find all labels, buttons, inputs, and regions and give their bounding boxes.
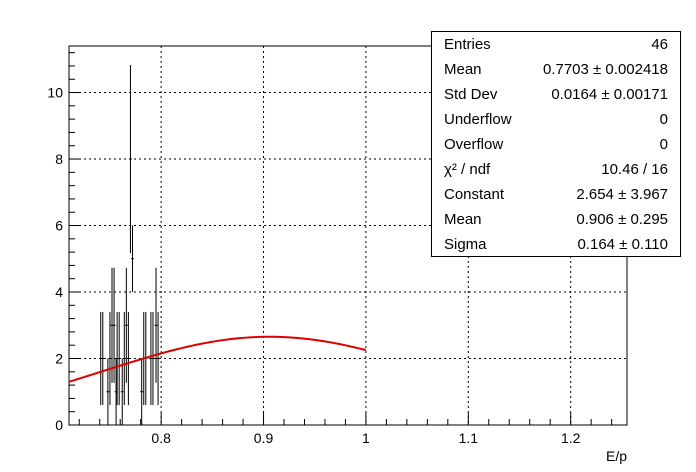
stat-label: Mean — [444, 211, 482, 228]
stat-row: Underflow 0 — [432, 108, 680, 133]
y-tick-label: 10 — [47, 85, 63, 101]
data-points — [99, 64, 160, 425]
stat-label: Std Dev — [444, 86, 498, 103]
stat-row: Sigma 0.164 ± 0.110 — [432, 233, 680, 258]
stats-box: Entries 46 Mean 0.7703 ± 0.002418 Std Dev 0.0… — [431, 31, 681, 257]
stat-value: 0.164 ± 0.110 — [577, 236, 668, 253]
y-tick-label: 4 — [55, 284, 63, 300]
data-point — [101, 311, 105, 406]
data-point — [126, 311, 130, 406]
stat-row: Overflow 0 — [432, 133, 680, 158]
stat-label: Overflow — [444, 136, 504, 153]
stat-label: χ² / ndf — [444, 161, 491, 178]
data-point — [140, 358, 144, 425]
data-point — [156, 311, 160, 406]
x-tick-label: 1 — [362, 430, 370, 446]
stat-value: 0 — [659, 111, 668, 128]
stat-value: 0.906 ± 0.295 — [576, 211, 668, 228]
stat-label: Underflow — [444, 111, 512, 128]
data-point — [154, 267, 158, 383]
stat-value: 0 — [659, 136, 668, 153]
x-axis-label: E/p — [606, 448, 627, 464]
fit-curve — [68, 335, 367, 383]
stat-row: Constant 2.654 ± 3.967 — [432, 183, 680, 208]
stat-row: Mean 0.906 ± 0.295 — [432, 208, 680, 233]
stat-row: Entries 46 — [432, 33, 680, 58]
y-tick-label: 2 — [55, 351, 63, 367]
stat-label: Mean — [444, 61, 482, 78]
y-tick-label: 0 — [55, 417, 63, 433]
axes: 0.8 0.9 1 1.1 1.2 0 2 4 6 8 10 — [47, 45, 628, 446]
data-point — [124, 267, 128, 383]
data-point — [122, 311, 126, 406]
stat-value: 10.46 / 16 — [601, 161, 668, 178]
x-tick-label: 1.1 — [459, 430, 479, 446]
stat-label: Sigma — [444, 236, 487, 253]
x-tick-label: 0.9 — [254, 430, 274, 446]
data-point — [112, 267, 116, 383]
x-tick-label: 0.8 — [151, 430, 171, 446]
y-tick-label: 8 — [55, 151, 63, 167]
stat-label: Constant — [444, 186, 505, 203]
data-point — [130, 225, 134, 293]
stat-row: Std Dev 0.0164 ± 0.00171 — [432, 83, 680, 108]
stat-value: 46 — [651, 36, 668, 53]
data-point — [151, 311, 155, 406]
y-tick-label: 6 — [55, 218, 63, 234]
stat-row: Mean 0.7703 ± 0.002418 — [432, 58, 680, 83]
stat-value: 0.0164 ± 0.00171 — [551, 86, 668, 103]
data-point — [128, 64, 132, 254]
x-tick-label: 1.2 — [561, 430, 581, 446]
stat-row: χ² / ndf 10.46 / 16 — [432, 158, 680, 183]
stat-value: 0.7703 ± 0.002418 — [542, 61, 668, 78]
fit-curve-group — [68, 335, 367, 383]
stat-label: Entries — [444, 36, 491, 53]
data-point — [117, 311, 121, 406]
stat-value: 2.654 ± 3.967 — [576, 186, 668, 203]
data-point — [108, 311, 112, 406]
data-point — [120, 358, 124, 425]
